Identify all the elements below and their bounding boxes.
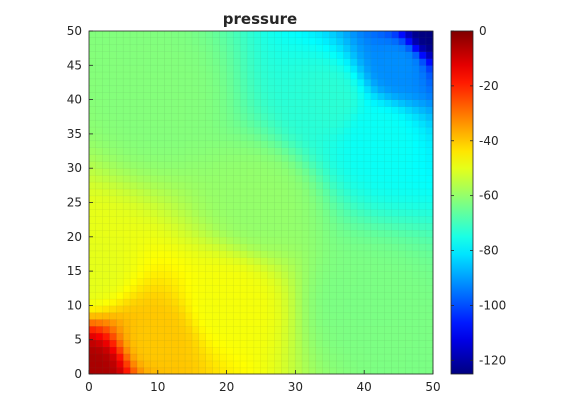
chart-title: pressure	[223, 10, 297, 28]
y-tick-label: 20	[67, 230, 82, 244]
mesh-grid	[89, 31, 433, 374]
y-tick-label: 25	[67, 196, 82, 210]
colorbar-tick-label: 0	[479, 24, 487, 38]
colorbar-tick-label: -120	[479, 353, 506, 367]
colorbar-tick-label: -20	[479, 79, 499, 93]
x-tick-label: 0	[85, 380, 93, 394]
x-tick-label: 50	[425, 380, 440, 394]
y-tick-label: 15	[67, 264, 82, 278]
colorbar-tick-label: -40	[479, 134, 499, 148]
y-tick-label: 45	[67, 58, 82, 72]
colorbar-ramp	[451, 31, 473, 374]
y-tick-label: 0	[74, 367, 82, 381]
plot-area	[88, 30, 434, 375]
y-tick-label: 35	[67, 127, 82, 141]
x-tick-label: 10	[150, 380, 165, 394]
x-axis: 0 10 20 30 40 50	[85, 370, 441, 394]
y-tick-label: 5	[74, 333, 82, 347]
y-tick-label: 30	[67, 161, 82, 175]
colorbar-frame	[450, 30, 474, 375]
y-tick-label: 10	[67, 298, 82, 312]
colorbar-tick-label: -80	[479, 244, 499, 258]
colorbar: 0 -20 -40 -60 -80 -100 -120	[450, 24, 506, 375]
x-tick-label: 40	[357, 380, 372, 394]
y-axis: 0 5 10 15 20 25 30 35 40 45 50	[67, 24, 93, 381]
colorbar-tick-label: -60	[479, 189, 499, 203]
y-tick-label: 50	[67, 24, 82, 38]
x-tick-label: 30	[288, 380, 303, 394]
y-tick-label: 40	[67, 93, 82, 107]
colorbar-tick-label: -100	[479, 298, 506, 312]
colorbar-ticks: 0 -20 -40 -60 -80 -100 -120	[451, 24, 506, 367]
x-tick-label: 20	[219, 380, 234, 394]
